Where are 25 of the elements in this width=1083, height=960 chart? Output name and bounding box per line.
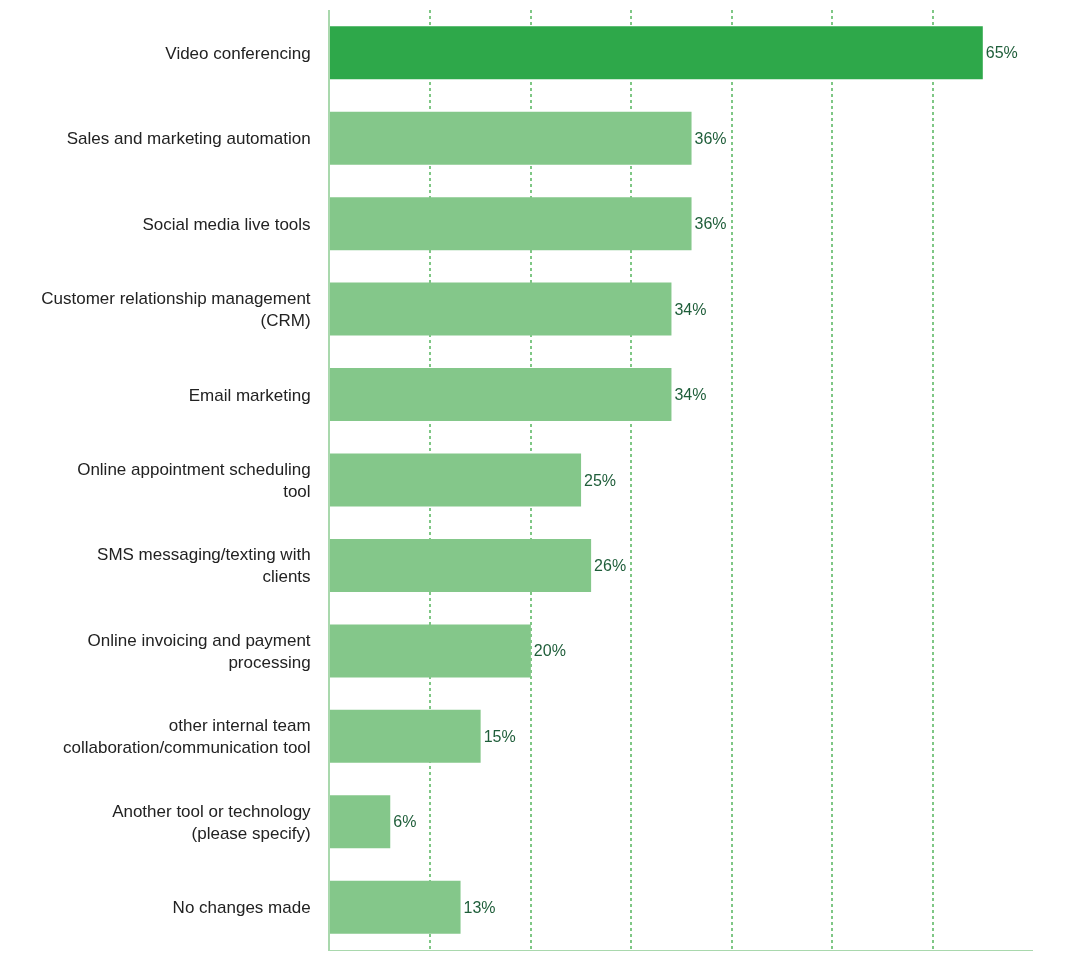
data-label: 6% (393, 813, 417, 831)
y-tick-label: Online appointment scheduling tool (77, 459, 311, 501)
data-label: 36% (694, 215, 727, 233)
data-label: 13% (463, 898, 496, 916)
y-tick-label: Video conferencing (165, 43, 311, 63)
bar (330, 453, 582, 507)
data-label: 34% (674, 386, 707, 404)
y-tick-label: other internal team collaboration/communication tool (63, 716, 311, 758)
y-tick-label: Another tool or technology (please specify) (112, 801, 312, 843)
y-tick-label: SMS messaging/texting with clients (97, 545, 311, 587)
data-label: 15% (483, 727, 516, 745)
data-label: 20% (533, 642, 566, 660)
data-label: 36% (694, 129, 727, 147)
data-label: 65% (985, 44, 1018, 62)
data-label: 34% (674, 300, 707, 318)
data-label: 25% (584, 471, 617, 489)
y-tick-label: Customer relationship management (CRM) (41, 288, 311, 331)
y-tick-label: Email marketing (188, 385, 311, 405)
bar (330, 26, 983, 80)
y-tick-label: Online invoicing and payment processing (87, 630, 311, 672)
data-label: 26% (594, 556, 627, 574)
y-tick-label: No changes made (172, 898, 311, 918)
y-tick-label: Social media live tools (142, 214, 311, 234)
bar (330, 795, 391, 849)
y-tick-label: Sales and marketing automation (66, 129, 311, 149)
